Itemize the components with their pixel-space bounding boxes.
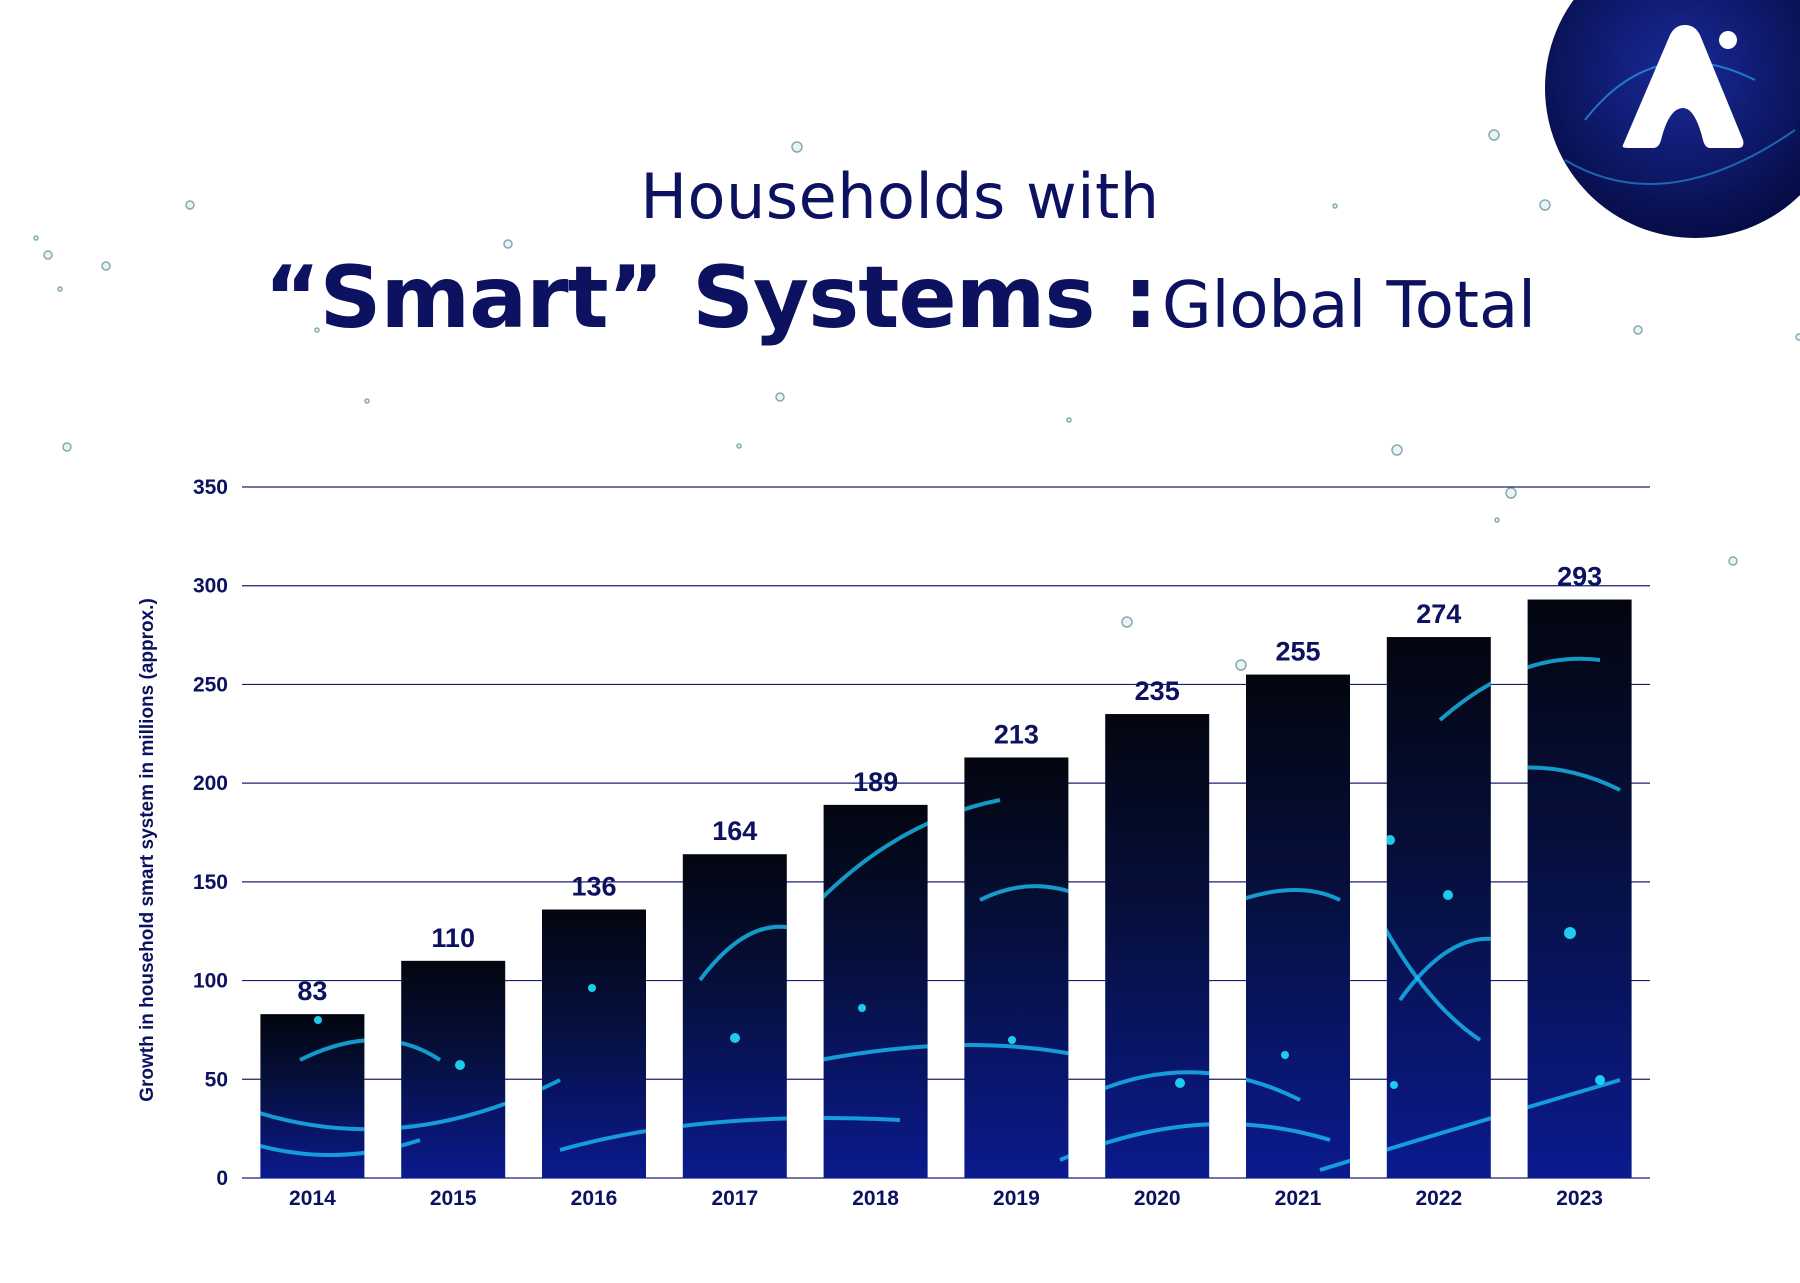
y-tick-label: 250 [193, 673, 228, 696]
data-label: 293 [1557, 562, 1602, 592]
x-tick-label: 2021 [1275, 1187, 1322, 1210]
data-label: 235 [1135, 676, 1180, 706]
chart-title-strong: “Smart” Systems : [264, 248, 1158, 348]
data-label: 83 [297, 976, 327, 1006]
chart-title-line1: Households with [640, 160, 1160, 233]
x-tick-label: 2020 [1134, 1187, 1181, 1210]
x-tick-label: 2016 [571, 1187, 618, 1210]
data-label: 274 [1416, 599, 1461, 629]
brand-logo-icon [1545, 0, 1800, 238]
y-tick-label: 100 [193, 970, 228, 993]
y-axis-label: Growth in household smart system in mill… [137, 598, 158, 1102]
bar-2016 [542, 909, 646, 1178]
data-label: 189 [853, 767, 898, 797]
data-label: 213 [994, 719, 1039, 749]
x-tick-label: 2022 [1415, 1187, 1462, 1210]
bar-2017 [682, 854, 787, 1178]
bar-2022 [1386, 637, 1491, 1178]
y-tick-label: 50 [205, 1068, 228, 1091]
x-tick-label: 2018 [852, 1187, 899, 1210]
data-label: 110 [431, 923, 475, 953]
bar-2019 [964, 757, 1069, 1178]
data-label: 255 [1275, 637, 1320, 667]
x-tick-label: 2019 [993, 1187, 1040, 1210]
bar-2020 [1105, 714, 1210, 1178]
bar-2021 [1246, 674, 1350, 1178]
chart-title-line2: “Smart” Systems : Global Total [0, 248, 1800, 348]
y-tick-label: 300 [193, 575, 228, 598]
bar-2015 [401, 960, 506, 1178]
x-tick-label: 2015 [430, 1187, 477, 1210]
y-tick-label: 0 [216, 1167, 228, 1190]
data-label: 136 [571, 871, 616, 901]
bar-2018 [823, 804, 928, 1178]
x-tick-label: 2017 [711, 1187, 758, 1210]
x-tick-label: 2014 [289, 1187, 336, 1210]
x-tick-label: 2023 [1556, 1187, 1603, 1210]
y-tick-label: 150 [193, 871, 228, 894]
y-tick-label: 200 [193, 772, 228, 795]
chart-title-light: Global Total [1161, 269, 1536, 343]
data-label: 164 [712, 816, 757, 846]
y-tick-label: 350 [193, 476, 228, 499]
